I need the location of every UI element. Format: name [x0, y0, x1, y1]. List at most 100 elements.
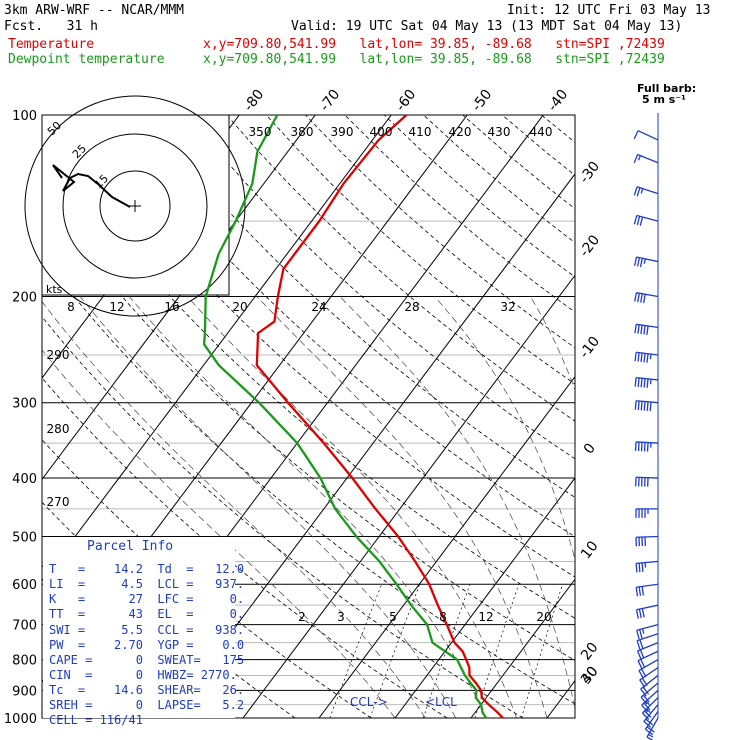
parcel-row-k: K = 27 LFC = 0.	[49, 592, 245, 606]
wind-barb	[636, 642, 659, 660]
isotherm-label: -10	[577, 334, 604, 362]
wind-barb-staff	[636, 351, 659, 356]
wind-barb-flag	[640, 352, 643, 363]
hodograph-trace	[52, 164, 131, 208]
pressure-tick-label: 400	[12, 472, 37, 487]
theta-label: 430	[488, 125, 511, 139]
parcel-info-box: Parcel Info T = 14.2 Td = 12.0 LI = 4.5 …	[43, 537, 244, 727]
wind-barb-flag	[641, 608, 645, 618]
wind-barb-flag	[640, 401, 643, 411]
dry-adiabat	[501, 115, 575, 176]
mixing-ratio-label: 20	[536, 610, 551, 624]
wind-barb	[633, 130, 659, 141]
speed-tick-label: 24	[311, 300, 326, 314]
wind-barb	[633, 153, 659, 164]
wind-barb-flag	[638, 586, 642, 596]
theta-label: 380	[291, 125, 314, 139]
pressure-tick-label: 200	[12, 291, 37, 306]
wind-barb-flag	[634, 400, 637, 410]
theta-low-label: 270	[47, 495, 70, 509]
wind-barb	[636, 623, 659, 640]
wind-barb-flag	[649, 354, 652, 360]
wind-barb-flag	[643, 702, 651, 711]
wind-barb-flag	[633, 215, 638, 225]
hodograph-ring	[62, 133, 208, 279]
wind-barb-flag	[643, 258, 646, 264]
moist-adiabat	[79, 296, 457, 718]
theta-label: 440	[530, 125, 553, 139]
lcl-label: <LCL	[425, 695, 457, 709]
init-time: Init: 12 UTC Fri 03 May 13	[507, 3, 711, 18]
temperature-legend-label: Temperature	[8, 37, 95, 52]
wind-barb	[634, 400, 659, 412]
wind-barb-flag	[633, 154, 639, 164]
wind-barb	[638, 659, 659, 679]
wind-barb	[634, 323, 659, 335]
wind-barb-flag	[640, 325, 643, 335]
wind-barb-flag	[640, 293, 643, 303]
wind-barb-staff	[636, 292, 659, 298]
isotherm-label: 0	[581, 440, 599, 457]
dewpoint-legend-label: Dewpoint temperature	[8, 52, 165, 67]
isotherm-label: -30	[577, 159, 604, 187]
wind-barb-flag	[633, 186, 638, 196]
isotherm-line	[166, 173, 575, 718]
wind-key-label: Full barb:	[637, 82, 696, 95]
wind-barb-flag	[635, 563, 638, 573]
parcel-row-sreh: SREH = 0 LAPSE= 5.2	[49, 698, 245, 712]
wind-barb-flag	[635, 587, 639, 597]
wind-barb-flag	[644, 710, 652, 718]
wind-barb	[644, 710, 659, 736]
pressure-tick-label: 900	[12, 684, 37, 699]
wind-barb-staff	[636, 560, 659, 565]
wind-barb-flag	[638, 670, 645, 679]
dry-adiabat	[108, 115, 575, 538]
pressure-tick-label: 600	[12, 578, 37, 593]
wind-barb-flag	[636, 187, 641, 197]
wind-barb-staff	[636, 633, 659, 642]
wind-barb-staff	[635, 476, 659, 479]
wind-barb-flag	[633, 256, 638, 266]
dry-adiabat	[187, 115, 575, 460]
wind-barb-flag	[641, 712, 650, 720]
isotherm-line	[470, 578, 575, 718]
wind-barb	[633, 186, 659, 197]
wind-barb-flag	[649, 379, 652, 385]
pressure-tick-label: 700	[12, 619, 37, 634]
dry-adiabat	[42, 193, 575, 662]
wind-barb-flag	[643, 378, 646, 388]
wind-barb	[643, 704, 659, 728]
wind-barb-staff	[636, 623, 659, 631]
wind-barb-flag	[646, 401, 649, 411]
isotherm-line	[318, 375, 575, 718]
speed-tick-label: 20	[232, 300, 247, 314]
wind-barb-flag	[635, 609, 639, 619]
isotherm-label: -50	[469, 87, 496, 115]
moist-adiabat	[42, 349, 396, 718]
dry-adiabat	[42, 316, 524, 718]
wind-barb-flag	[643, 353, 646, 363]
wind-barb-staff	[635, 535, 659, 538]
wind-barb	[636, 633, 659, 650]
wind-barb-staff	[640, 674, 659, 690]
wind-barb-flag	[640, 688, 647, 697]
pressure-tick-label: 100	[12, 109, 37, 124]
isotherm-line	[623, 115, 740, 718]
wind-barb	[641, 689, 659, 713]
dry-adiabat	[383, 115, 575, 278]
mixing-ratio-label: 8	[439, 610, 447, 624]
mixing-ratio-label: 3	[337, 610, 345, 624]
pressure-tick-label: 300	[12, 397, 37, 412]
wind-barb-staff	[643, 704, 659, 722]
wind-barb	[640, 674, 659, 697]
wind-barb-flag	[637, 324, 640, 334]
wind-barb-flag	[645, 718, 654, 726]
parcel-row-cin: CIN = 0 HWBZ= 2770.	[49, 668, 237, 682]
mixing-ratio-line	[474, 584, 520, 718]
theta-low-label: 280	[47, 422, 70, 436]
wind-barb-flag	[639, 679, 646, 688]
wind-barb-flag	[636, 650, 642, 660]
wind-barb	[635, 535, 659, 547]
wind-barb-flag	[641, 677, 648, 687]
ccl-label: CCL->	[350, 695, 388, 709]
